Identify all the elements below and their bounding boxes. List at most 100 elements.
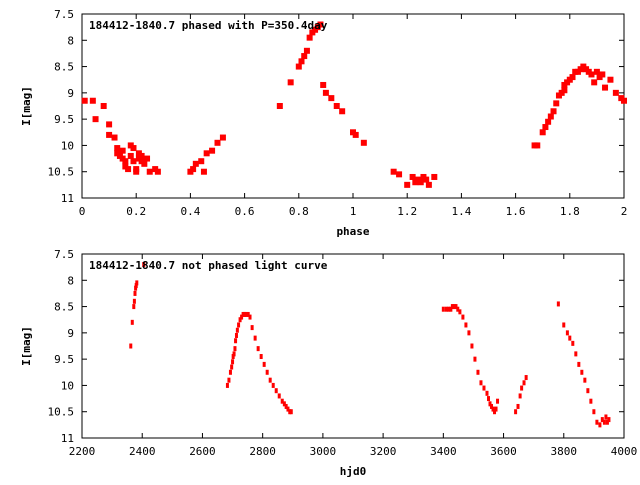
data-point bbox=[534, 142, 541, 149]
data-point bbox=[514, 409, 518, 415]
data-point bbox=[237, 322, 241, 328]
data-point bbox=[114, 145, 121, 152]
data-point bbox=[89, 97, 96, 104]
data-point bbox=[198, 158, 205, 165]
data-point bbox=[233, 346, 237, 352]
plot-frame bbox=[81, 13, 625, 199]
x-tick-label: 2200 bbox=[69, 445, 96, 458]
data-point bbox=[241, 311, 245, 317]
data-point bbox=[253, 335, 257, 341]
data-point bbox=[234, 338, 238, 344]
data-point bbox=[360, 139, 367, 146]
y-axis-label: I[mag] bbox=[20, 326, 33, 366]
data-point bbox=[516, 403, 520, 409]
y-tick-label: 11 bbox=[61, 432, 74, 445]
data-point bbox=[396, 171, 403, 178]
x-tick-label: 2 bbox=[621, 205, 628, 218]
data-point bbox=[277, 393, 281, 399]
y-tick-label: 9 bbox=[67, 87, 74, 100]
data-point bbox=[470, 343, 474, 349]
data-point bbox=[132, 304, 136, 310]
data-point bbox=[130, 319, 134, 325]
data-point bbox=[203, 150, 210, 157]
data-point bbox=[607, 417, 611, 423]
y-tick-label: 10.5 bbox=[48, 166, 75, 179]
x-tick-label: 3200 bbox=[370, 445, 397, 458]
data-point bbox=[553, 100, 560, 107]
data-point bbox=[485, 390, 489, 396]
data-point bbox=[286, 406, 290, 412]
data-point bbox=[588, 71, 595, 78]
y-tick-label: 9.5 bbox=[54, 113, 74, 126]
data-point bbox=[280, 398, 284, 404]
data-point bbox=[289, 409, 293, 415]
data-point bbox=[288, 409, 292, 415]
data-point bbox=[542, 124, 549, 131]
data-point bbox=[464, 322, 468, 328]
data-point bbox=[602, 84, 609, 91]
chart-title: 184412-1840.7 phased with P=350.4day bbox=[89, 19, 328, 32]
x-tick-label: 0.2 bbox=[126, 205, 146, 218]
data-point bbox=[547, 113, 554, 120]
data-point bbox=[230, 364, 234, 370]
data-point bbox=[284, 403, 288, 409]
x-tick-label: 1.6 bbox=[506, 205, 526, 218]
data-point bbox=[580, 369, 584, 375]
x-tick-label: 2800 bbox=[249, 445, 276, 458]
data-point bbox=[119, 147, 126, 154]
data-point bbox=[556, 301, 560, 307]
data-point bbox=[524, 375, 528, 381]
data-point bbox=[130, 158, 137, 165]
data-point bbox=[467, 330, 471, 336]
chart-title: 184412-1840.7 not phased light curve bbox=[89, 259, 328, 272]
data-point bbox=[227, 377, 231, 383]
data-point bbox=[461, 314, 465, 320]
y-tick-label: 9 bbox=[67, 327, 74, 340]
data-point bbox=[231, 354, 235, 360]
data-point bbox=[246, 311, 250, 317]
x-tick-label: 0 bbox=[79, 205, 86, 218]
x-tick-label: 1.2 bbox=[397, 205, 417, 218]
data-point bbox=[271, 382, 275, 388]
data-point bbox=[141, 160, 148, 167]
data-point bbox=[134, 283, 138, 289]
data-point bbox=[550, 108, 557, 115]
x-tick-label: 3400 bbox=[430, 445, 457, 458]
data-point bbox=[298, 58, 305, 65]
data-point bbox=[317, 21, 324, 28]
x-tick-label: 0.4 bbox=[180, 205, 200, 218]
data-point bbox=[562, 322, 566, 328]
data-point bbox=[539, 129, 546, 136]
y-axis-label: I[mag] bbox=[20, 86, 33, 126]
data-point bbox=[444, 306, 448, 312]
data-point bbox=[132, 298, 136, 304]
data-point bbox=[599, 71, 606, 78]
data-point bbox=[256, 346, 260, 352]
y-tick-label: 8 bbox=[67, 34, 74, 47]
x-tick-label: 0.8 bbox=[289, 205, 309, 218]
data-point bbox=[491, 406, 495, 412]
data-point bbox=[607, 76, 614, 83]
data-point bbox=[494, 406, 498, 412]
data-point bbox=[577, 361, 581, 367]
data-point bbox=[232, 351, 236, 357]
data-point bbox=[496, 398, 500, 404]
panel-unphased: 2200 2400 2600 2800 3000 3200 3400 3600 3800 4000… bbox=[20, 248, 637, 478]
data-point bbox=[604, 414, 608, 420]
data-point bbox=[479, 380, 483, 386]
data-point bbox=[190, 166, 197, 173]
data-point bbox=[568, 335, 572, 341]
data-point bbox=[431, 173, 438, 180]
data-point bbox=[425, 181, 432, 188]
data-point bbox=[235, 327, 239, 333]
data-point bbox=[328, 95, 335, 102]
data-point bbox=[592, 409, 596, 415]
data-point bbox=[602, 419, 606, 425]
y-tick-label: 11 bbox=[61, 192, 74, 205]
data-point bbox=[106, 121, 113, 128]
data-point bbox=[352, 131, 359, 138]
data-point bbox=[447, 306, 451, 312]
data-point bbox=[295, 63, 302, 70]
data-point bbox=[262, 361, 266, 367]
